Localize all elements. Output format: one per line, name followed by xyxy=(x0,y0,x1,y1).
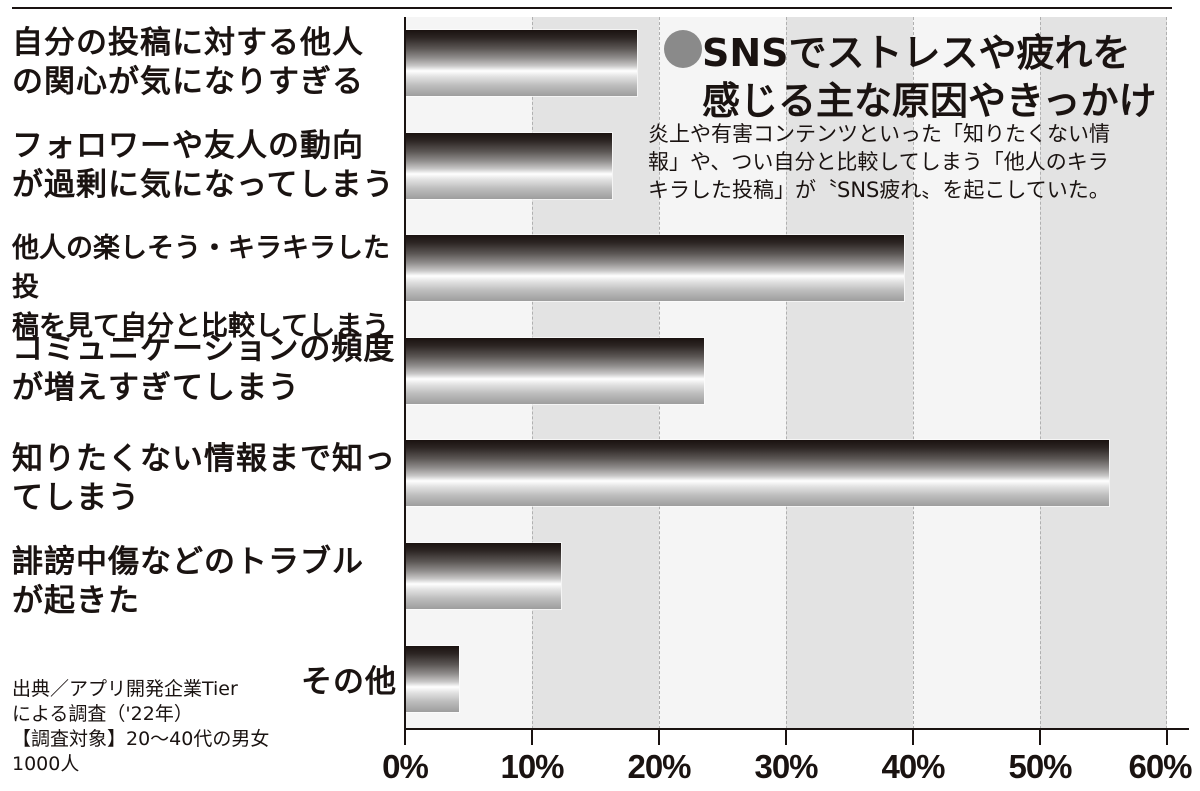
category-label-line: が増えすぎてしまう xyxy=(12,370,300,406)
subtitle-line-2: 報」や、つい自分と比較してしまう「他人のキラ xyxy=(648,150,1109,174)
bar-compare-sparkly-posts xyxy=(406,235,904,301)
bar-own-post-attention xyxy=(406,30,637,96)
category-label-own-post-attention: 自分の投稿に対する他人 の関心が気になりすぎる xyxy=(12,24,397,102)
bar-followers-trends xyxy=(406,133,612,199)
source-line-1: 出典／アプリ開発企業Tier xyxy=(12,678,238,700)
source-line-3: 【調査対象】20〜40代の男女 xyxy=(12,728,270,750)
category-label-line: 自分の投稿に対する他人 xyxy=(12,25,364,61)
bullet-circle-icon xyxy=(664,30,702,68)
x-tick-40 xyxy=(912,729,914,745)
x-tick-label-40: 40% xyxy=(881,748,945,785)
source-note: 出典／アプリ開発企業Tier による調査（'22年） 【調査対象】20〜40代の… xyxy=(12,677,269,777)
x-tick-label-50: 50% xyxy=(1008,748,1072,785)
bar-unwanted-information xyxy=(406,440,1109,506)
y-axis-line xyxy=(404,17,406,730)
gridline-50 xyxy=(1040,17,1041,729)
category-label-line: 知りたくない情報まで知っ xyxy=(12,441,396,477)
subtitle-line-1: 炎上や有害コンテンツといった「知りたくない情 xyxy=(648,122,1110,146)
source-line-2: による調査（'22年） xyxy=(12,703,193,725)
category-label-unwanted-information: 知りたくない情報まで知っ てしまう xyxy=(12,440,397,518)
x-axis-line xyxy=(404,728,1189,730)
band-30-40 xyxy=(786,17,913,729)
title-line-2: 感じる主な原因やきっかけ xyxy=(702,79,1157,123)
x-tick-label-60: 60% xyxy=(1128,748,1192,785)
x-tick-label-0: 0% xyxy=(382,748,429,785)
gridline-30 xyxy=(786,17,787,729)
category-label-other: その他 xyxy=(200,663,397,702)
category-label-line: の関心が気になりすぎる xyxy=(12,64,364,100)
x-tick-label-10: 10% xyxy=(500,748,564,785)
title-line-1: SNSでストレスや疲れを xyxy=(702,31,1131,75)
category-label-line: 誹謗中傷などのトラブル xyxy=(12,544,364,580)
x-tick-label-20: 20% xyxy=(627,748,691,785)
category-label-communication-frequency: コミュニケーションの頻度 が増えすぎてしまう xyxy=(12,330,397,408)
bar-communication-frequency xyxy=(406,338,704,404)
x-tick-10 xyxy=(531,729,533,745)
x-tick-20 xyxy=(658,729,660,745)
category-label-line: 稿を見て自分と比較してしまう xyxy=(12,311,390,342)
gridline-60 xyxy=(1166,17,1167,729)
top-rule xyxy=(12,7,1172,9)
category-label-line: てしまう xyxy=(12,480,140,516)
category-label-compare-sparkly-posts: 他人の楽しそう・キラキラした投 稿を見て自分と比較してしまう xyxy=(12,229,397,346)
category-label-line: その他 xyxy=(301,664,397,700)
x-tick-label-30: 30% xyxy=(754,748,818,785)
bar-slander-trouble xyxy=(406,543,561,609)
x-tick-60 xyxy=(1166,729,1168,745)
x-tick-30 xyxy=(785,729,787,745)
band-40-50 xyxy=(913,17,1040,729)
gridline-40 xyxy=(913,17,914,729)
chart-subtitle: 炎上や有害コンテンツといった「知りたくない情 報」や、つい自分と比較してしまう「… xyxy=(648,120,1168,204)
band-50-60 xyxy=(1040,17,1167,729)
category-label-followers-trends: フォロワーや友人の動向 が過剰に気になってしまう xyxy=(12,127,397,205)
category-label-line: 他人の楽しそう・キラキラした投 xyxy=(12,233,390,303)
category-label-slander-trouble: 誹謗中傷などのトラブル が起きた xyxy=(12,543,397,621)
category-label-line: が過剰に気になってしまう xyxy=(12,167,395,203)
plot-area xyxy=(405,17,1167,729)
category-label-line: フォロワーや友人の動向 xyxy=(12,128,364,164)
bar-other xyxy=(406,646,459,712)
source-line-4: 1000人 xyxy=(12,753,80,775)
x-tick-50 xyxy=(1039,729,1041,745)
x-tick-0 xyxy=(404,729,406,745)
category-label-line: コミュニケーションの頻度 xyxy=(12,331,396,367)
category-label-line: が起きた xyxy=(12,583,140,619)
subtitle-line-3: キラした投稿」が〝SNS疲れ〟を起こしていた。 xyxy=(648,178,1110,202)
